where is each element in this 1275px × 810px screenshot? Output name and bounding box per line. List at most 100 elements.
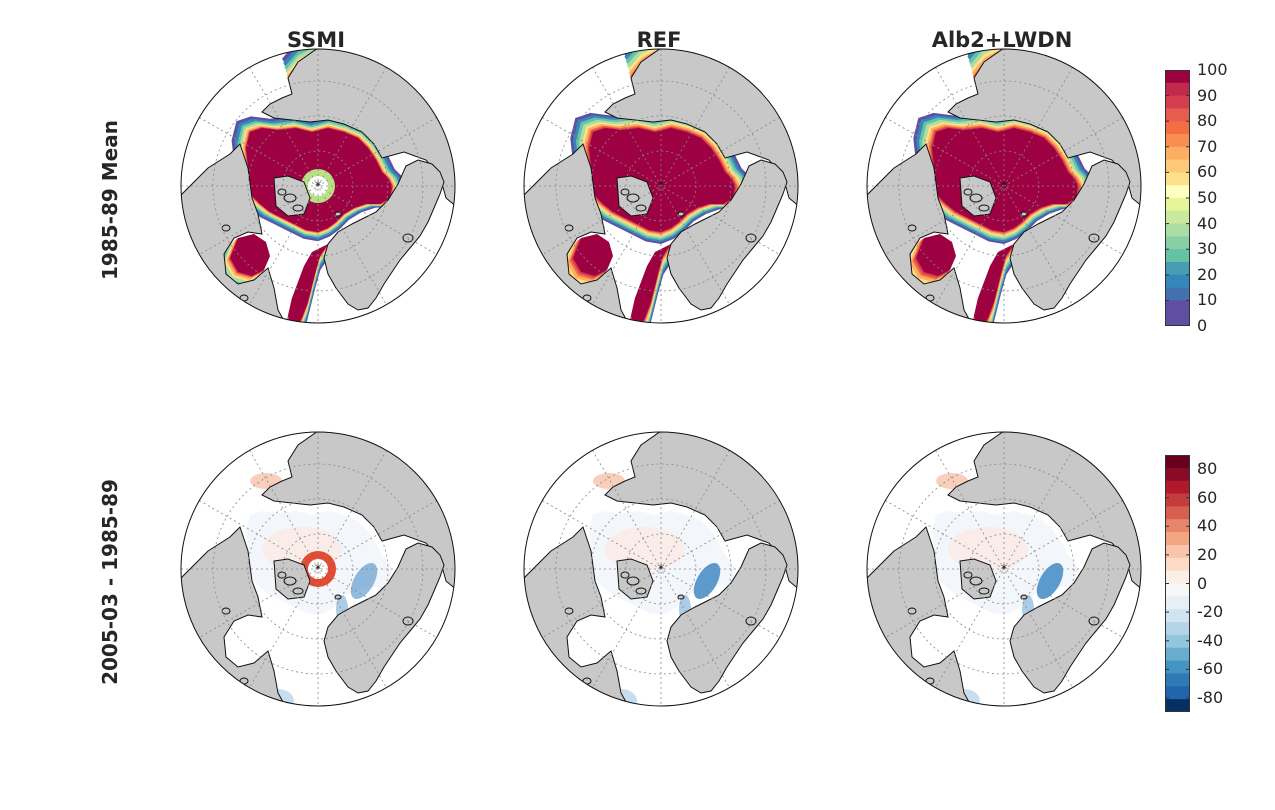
land-island [334,211,342,217]
land-eurasia [947,49,1141,210]
land-island [221,224,231,232]
colorbar-swatch [1165,634,1190,649]
colorbar-swatch [1165,673,1190,687]
land-greenland [1009,159,1131,311]
colorbar-tick-label: 80 [1197,459,1218,478]
colorbar-swatch [1165,660,1190,674]
map-body [867,432,1141,706]
land-island [635,587,647,595]
pole-marker: * [658,179,664,193]
colorbar-swatch [1165,159,1190,173]
colorbar-swatch [1165,583,1190,597]
colorbar-swatch [1165,198,1190,212]
colorbar-swatch [1165,121,1190,135]
column-title-ssmi: SSMI [286,28,346,52]
baffin-ice [288,244,328,323]
land-eurasia [261,49,455,210]
colorbar-swatch [1165,262,1190,276]
colorbar-swatch [1165,506,1190,520]
colorbar-tick-label: 30 [1197,239,1218,259]
map-frame [866,431,1142,707]
colorbar-swatch [1165,287,1190,301]
map-ref-difference: * [523,431,799,707]
colorbar-tick-label: 20 [1197,544,1218,564]
colorbar-swatch [1165,686,1190,700]
land-island [277,571,287,579]
land-eurasia [604,432,798,593]
colorbar-concentration [1165,70,1190,326]
meridian-line [885,117,1123,255]
land-island [582,294,592,302]
land-island [969,193,983,203]
land-island [239,294,249,302]
meridian-line [199,500,437,638]
map-frame [866,48,1142,324]
colorbar-swatch [1165,108,1190,122]
land-greenland [666,542,788,694]
colorbar-tick-label: -60 [1197,659,1224,679]
colorbar-tick-label: 50 [1197,188,1218,207]
land-island [677,211,685,217]
land-island [1020,594,1028,600]
land-island [969,576,983,586]
map-ssmi-difference: * [180,431,456,707]
land-island [292,587,304,595]
land-eurasia [947,432,1141,593]
diff-negative-patch [693,562,721,600]
colorbar-swatch [1165,532,1190,546]
meridian-line [885,500,1123,638]
colorbar-swatch [1165,172,1190,186]
colorbar-swatch [1165,134,1190,148]
colorbar-swatch [1165,544,1190,559]
map-frame [523,48,799,324]
land-island [564,224,574,232]
map-body [524,432,798,706]
map-body [181,432,455,706]
map-body [867,49,1141,323]
colorbar-swatch [1165,313,1190,326]
colorbar-tick-label: 80 [1197,111,1218,131]
map-alb2-lwdn-mean: * [866,48,1142,324]
land-island [620,571,630,579]
colorbar-swatch [1165,480,1190,495]
colorbar-swatch [1165,596,1190,610]
row-title-mean: 1985-89 Mean [98,120,122,280]
meridian-line [199,117,437,255]
land-island [626,576,640,586]
colorbar-tick-label: -40 [1197,630,1224,650]
map-ssmi-mean: * [180,48,456,324]
colorbar-tick-label: 90 [1197,85,1218,105]
colorbar-swatch [1165,519,1190,533]
map-frame [523,431,799,707]
colorbar-swatch [1165,300,1190,314]
colorbar-swatch [1165,493,1190,507]
land-island [677,594,685,600]
colorbar-tick-label: 70 [1197,136,1218,156]
colorbar-swatch [1165,249,1190,263]
column-title-ref: REF [636,28,682,52]
land-island [582,677,592,685]
land-island [907,607,917,615]
map-frame [180,48,456,324]
pole-marker: * [1001,179,1007,193]
pole-marker: * [658,562,664,576]
land-eurasia [261,432,455,593]
land-island [239,677,249,685]
land-island [564,607,574,615]
colorbar-tick-label: -20 [1197,602,1224,622]
pole-marker: * [315,562,321,576]
map-body [524,49,798,323]
hudson-ice [573,234,613,276]
colorbar-swatch [1165,570,1190,584]
colorbar-swatch [1165,274,1190,289]
meridian-line [542,117,780,255]
land-island [620,188,630,196]
colorbar-swatch [1165,557,1190,572]
colorbar-tick-label: 40 [1197,516,1218,536]
land-eurasia [604,49,798,210]
baffin-ice [631,244,671,323]
colorbar-swatch [1165,70,1190,84]
hudson-ice [230,234,270,276]
colorbar-swatch [1165,609,1190,623]
map-body [181,49,455,323]
